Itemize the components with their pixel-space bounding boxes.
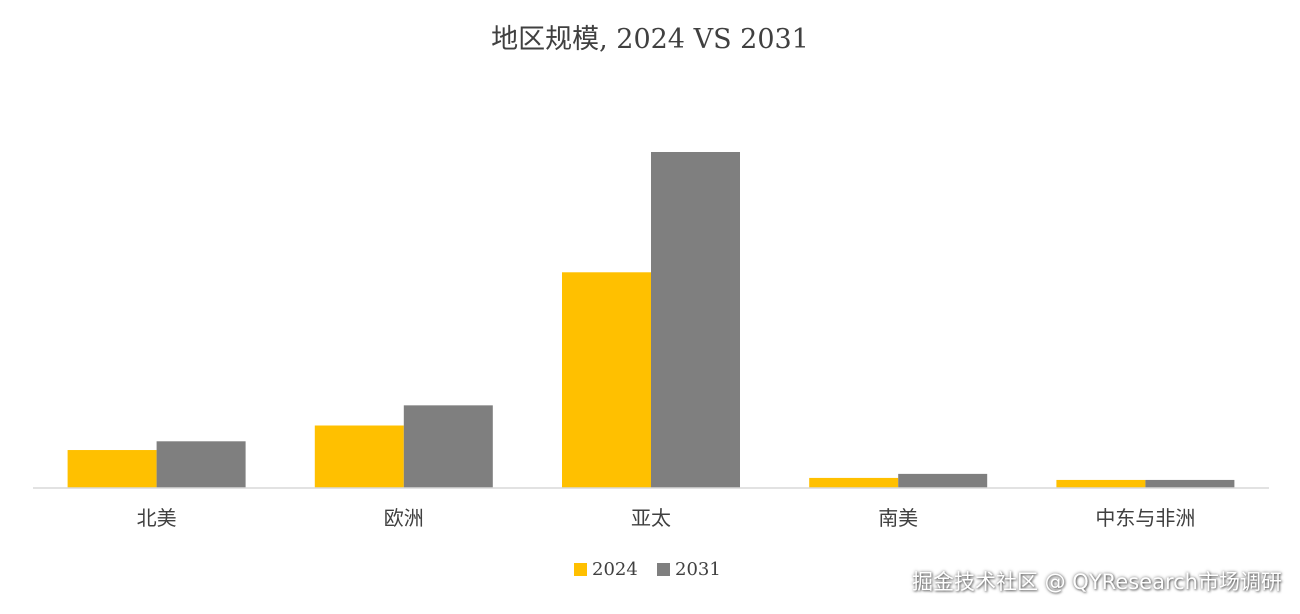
bar-2031-0 bbox=[156, 441, 246, 488]
legend-label-2024: 2024 bbox=[592, 559, 638, 580]
legend-label-2031: 2031 bbox=[675, 559, 721, 580]
legend-swatch-2024 bbox=[574, 563, 587, 576]
chart-title: 地区规模, 2024 VS 2031 bbox=[491, 24, 809, 55]
bar-2024-1 bbox=[314, 425, 404, 488]
x-tick-label-1: 欧洲 bbox=[384, 506, 424, 530]
x-tick-label-4: 中东与非洲 bbox=[1095, 506, 1195, 530]
bars-group bbox=[67, 152, 1235, 488]
x-tick-label-3: 南美 bbox=[878, 506, 918, 530]
legend-swatch-2031 bbox=[657, 563, 670, 576]
bar-2031-3 bbox=[898, 473, 988, 488]
x-tick-labels: 北美 欧洲 亚太 南美 中东与非洲 bbox=[137, 506, 1196, 530]
bar-2024-2 bbox=[562, 272, 651, 488]
bar-2031-1 bbox=[403, 405, 493, 488]
bar-2024-0 bbox=[67, 450, 157, 488]
x-tick-label-2: 亚太 bbox=[631, 506, 671, 530]
bar-2031-2 bbox=[651, 152, 740, 488]
bar-2024-4 bbox=[1056, 479, 1146, 488]
bar-2024-3 bbox=[809, 477, 899, 488]
x-tick-label-0: 北美 bbox=[137, 506, 177, 530]
legend: 2024 2031 bbox=[574, 559, 721, 580]
watermark: 掘金技术社区 @ QYResearch市场调研 bbox=[911, 570, 1282, 594]
bar-2031-4 bbox=[1145, 479, 1235, 488]
